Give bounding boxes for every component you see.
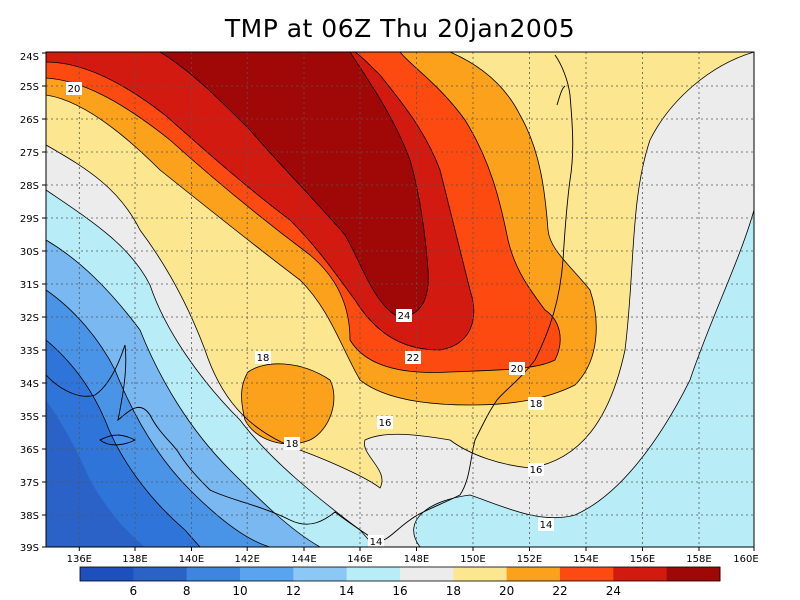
lat-tick-label: 29S: [20, 214, 39, 225]
colorbar-label: 24: [606, 584, 621, 598]
contour-label-14-east: 14: [538, 518, 554, 531]
colorbar-cell: [80, 567, 134, 581]
colorbar: 6 8 10 12 14 16 18 20 22 24: [79, 566, 721, 598]
lat-tick-label: 27S: [20, 148, 39, 159]
svg-text:16: 16: [379, 418, 392, 429]
lat-tick-label: 28S: [20, 181, 39, 192]
contour-label-16-west: 16: [377, 416, 393, 429]
colorbar-cell: [293, 567, 348, 581]
colorbar-cell: [133, 567, 188, 581]
filled-contours: [46, 52, 754, 547]
lon-ticks: 136E 138E 140E 142E 144E 146E 148E 150E …: [67, 547, 759, 565]
lon-tick-label: 148E: [404, 554, 429, 565]
lat-tick-label: 37S: [20, 478, 39, 489]
colorbar-cell: [240, 567, 294, 581]
lat-tick-label: 35S: [20, 412, 39, 423]
colorbar-cell: [666, 567, 721, 581]
svg-text:24: 24: [398, 311, 411, 322]
lon-tick-label: 136E: [67, 554, 92, 565]
svg-text:18: 18: [530, 399, 543, 410]
lat-tick-label: 31S: [20, 280, 39, 291]
chart-title: TMP at 06Z Thu 20jan2005: [224, 14, 576, 43]
contour-label-18-south: 18: [284, 437, 300, 450]
contour-label-14-south: 14: [368, 535, 384, 548]
colorbar-cell: [506, 567, 561, 581]
colorbar-cell: [613, 567, 668, 581]
svg-text:20: 20: [68, 84, 81, 95]
colorbar-label: 8: [183, 584, 191, 598]
colorbar-label: 20: [499, 584, 514, 598]
svg-text:16: 16: [530, 465, 543, 476]
colorbar-cell: [400, 567, 454, 581]
svg-text:20: 20: [511, 364, 524, 375]
colorbar-cell: [346, 567, 401, 581]
lat-tick-label: 38S: [20, 511, 39, 522]
lon-tick-label: 156E: [630, 554, 655, 565]
colorbar-frame: [79, 566, 721, 582]
lat-tick-label: 33S: [20, 346, 39, 357]
lon-tick-label: 138E: [122, 554, 147, 565]
lat-ticks: 24S 25S 26S 27S 28S 29S 30S 31S 32S 33S …: [20, 52, 46, 554]
colorbar-cell: [560, 567, 614, 581]
lat-tick-label: 32S: [20, 313, 39, 324]
contour-labels: 20 24 22 20 18 18 18 16 16 14 14: [66, 82, 554, 548]
lon-tick-label: 150E: [460, 554, 485, 565]
colorbar-label: 10: [232, 584, 247, 598]
contour-label-16-east: 16: [528, 463, 544, 476]
lat-tick-label: 24S: [20, 52, 39, 63]
lat-tick-label: 30S: [20, 247, 39, 258]
contour-lines: [46, 52, 754, 547]
contour-label-22: 22: [405, 351, 421, 364]
lon-tick-label: 140E: [179, 554, 204, 565]
lon-tick-label: 160E: [733, 554, 758, 565]
lat-tick-label: 34S: [20, 379, 39, 390]
colorbar-cell: [186, 567, 241, 581]
lon-tick-label: 152E: [517, 554, 542, 565]
lat-tick-label: 25S: [20, 82, 39, 93]
colorbar-label: 14: [339, 584, 354, 598]
lat-tick-label: 36S: [20, 445, 39, 456]
fill-lt6: [46, 400, 145, 547]
gridlines: [46, 52, 754, 547]
lon-tick-label: 154E: [573, 554, 598, 565]
svg-text:14: 14: [370, 537, 383, 548]
fill-18-island: [241, 363, 334, 444]
colorbar-label: 16: [392, 584, 407, 598]
colorbar-label: 12: [286, 584, 301, 598]
contour-label-18-north: 18: [255, 351, 271, 364]
lat-tick-label: 39S: [20, 543, 39, 554]
svg-text:18: 18: [286, 439, 299, 450]
contour-label-20-east: 20: [509, 362, 525, 375]
colorbar-label: 18: [446, 584, 461, 598]
colorbar-cell: [453, 567, 508, 581]
fill-gt24: [160, 52, 429, 316]
colorbar-label: 22: [552, 584, 567, 598]
svg-text:18: 18: [257, 353, 270, 364]
lon-tick-label: 142E: [234, 554, 259, 565]
plot-frame: [45, 51, 755, 548]
svg-text:22: 22: [407, 353, 420, 364]
lon-tick-label: 144E: [291, 554, 316, 565]
contour-label-20-west: 20: [66, 82, 82, 95]
contour-label-18-east: 18: [528, 397, 544, 410]
lat-tick-label: 26S: [20, 115, 39, 126]
colorbar-label: 6: [130, 584, 138, 598]
lon-tick-label: 146E: [347, 554, 372, 565]
contour-label-24: 24: [396, 309, 412, 322]
lon-tick-label: 158E: [686, 554, 711, 565]
svg-text:14: 14: [540, 520, 553, 531]
